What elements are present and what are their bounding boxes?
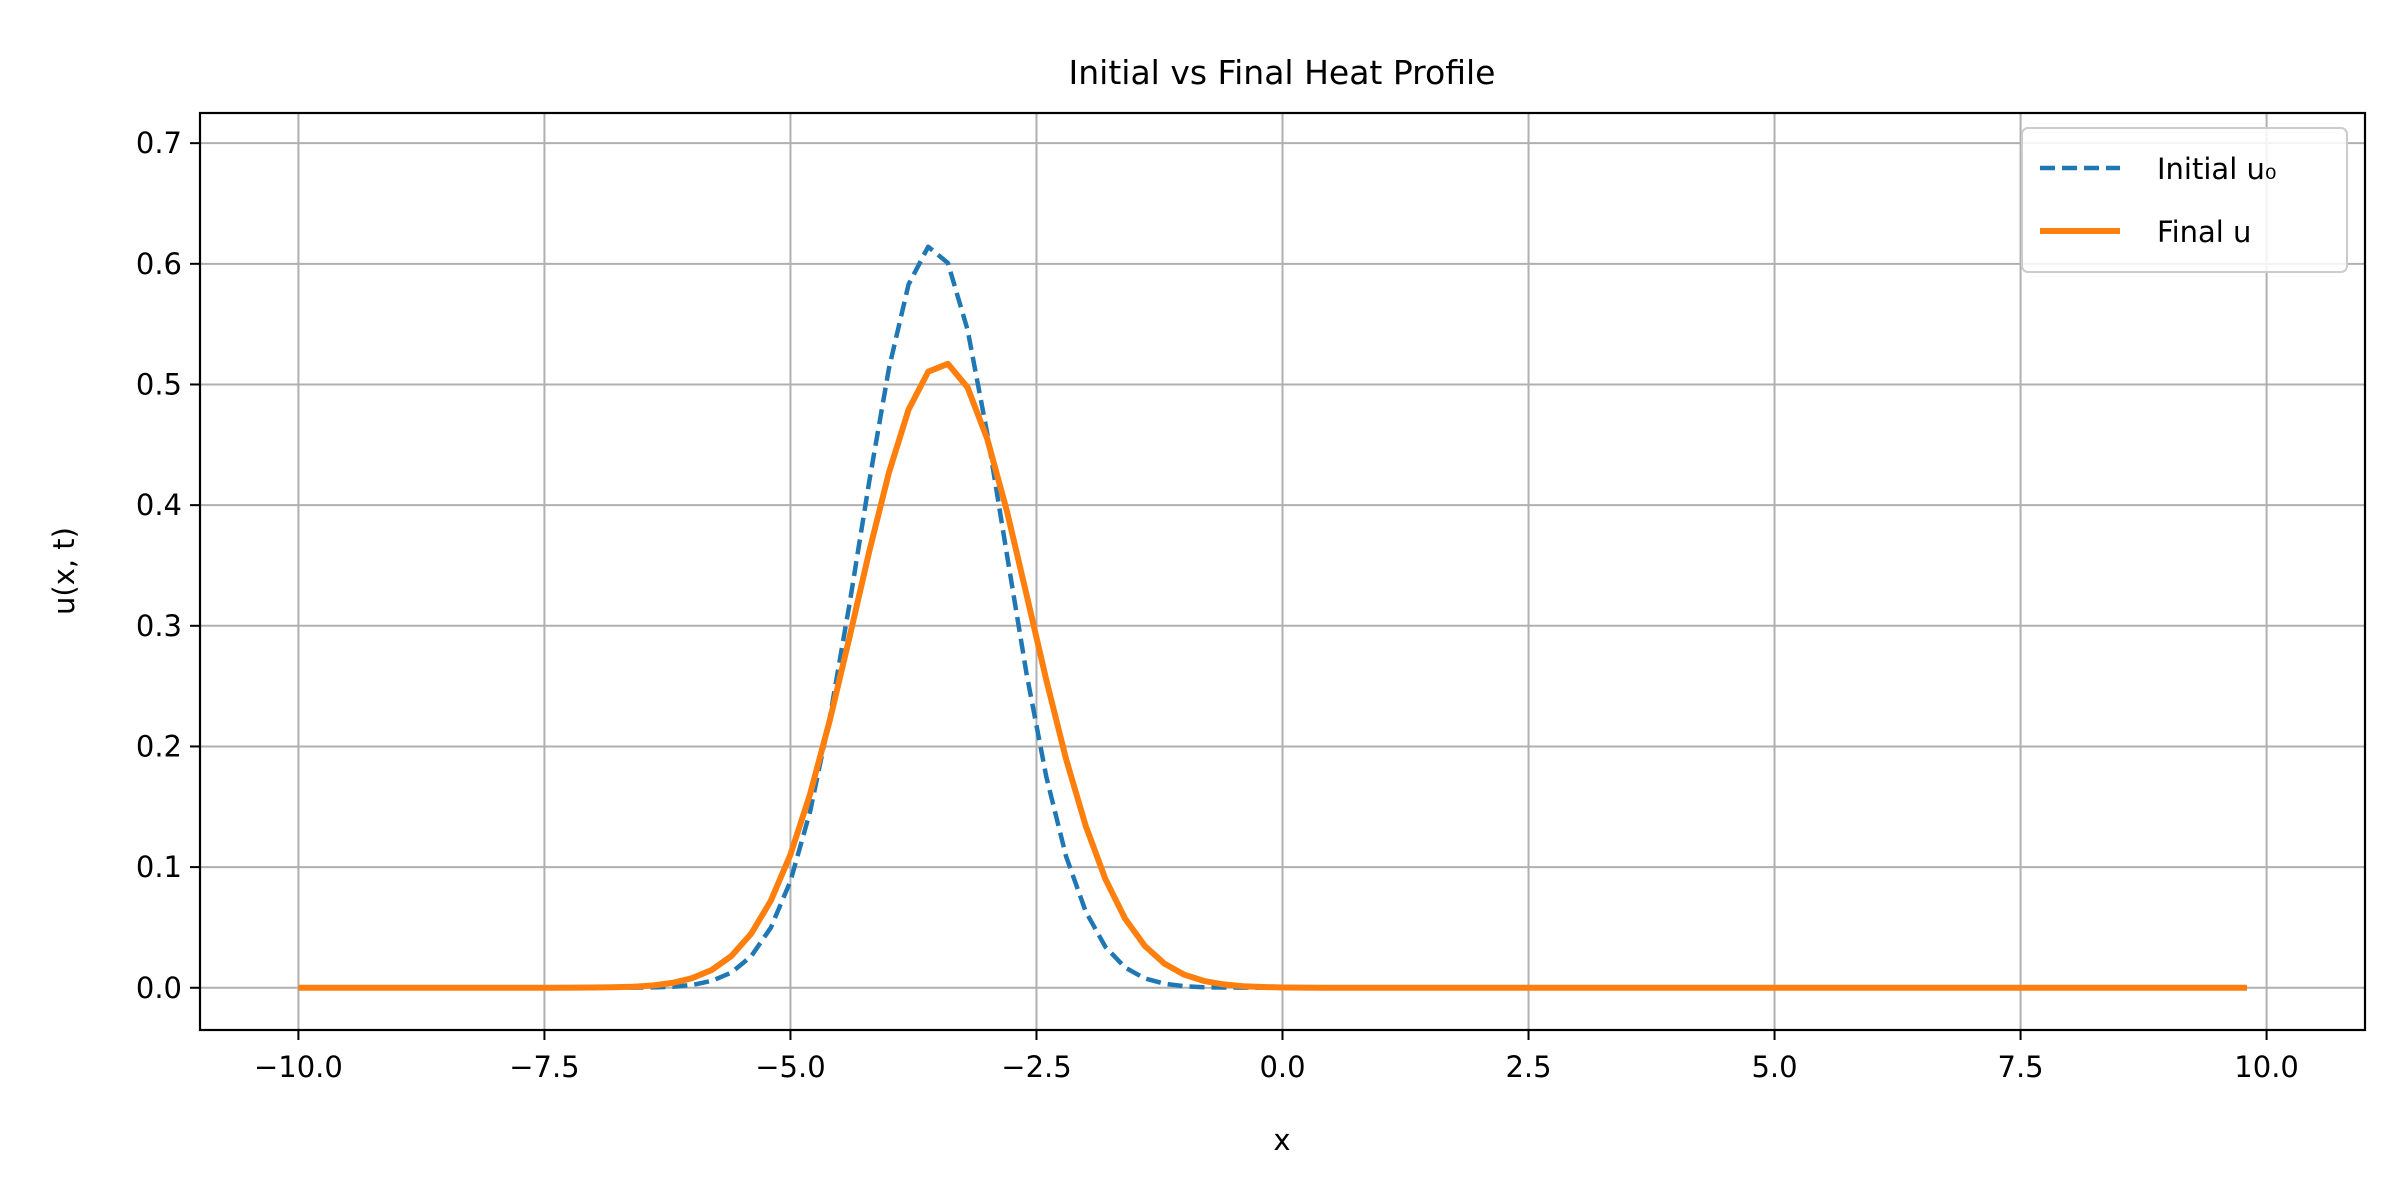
x-tick-label: 10.0 <box>2234 1050 2299 1084</box>
x-axis-label: x <box>1273 1123 1290 1157</box>
legend-box <box>2021 127 2348 273</box>
x-tick-label: 5.0 <box>1751 1050 1797 1084</box>
x-axis-ticks: −10.0 −7.5 −5.0 −2.5 0.0 2.5 5.0 7.5 10.0 <box>254 1030 2299 1084</box>
y-tick-label: 0.0 <box>136 971 182 1005</box>
legend-label-initial: Initial u₀ <box>2157 152 2276 186</box>
x-tick-label: −2.5 <box>1001 1050 1071 1084</box>
y-tick-label: 0.7 <box>136 126 182 160</box>
x-tick-label: 7.5 <box>1998 1050 2044 1084</box>
x-tick-label: 0.0 <box>1259 1050 1305 1084</box>
y-tick-label: 0.5 <box>136 367 182 401</box>
series-layer <box>298 244 2247 991</box>
y-axis-label: u(x, t) <box>47 527 81 615</box>
y-axis-ticks: 0.0 0.1 0.2 0.3 0.4 0.5 0.6 0.7 <box>136 126 200 1005</box>
x-tick-label: −5.0 <box>755 1050 825 1084</box>
y-tick-label: 0.1 <box>136 850 182 884</box>
y-tick-label: 0.4 <box>136 488 182 522</box>
y-tick-label: 0.3 <box>136 609 182 643</box>
y-tick-label: 0.6 <box>136 247 182 281</box>
chart-title: Initial vs Final Heat Profile <box>1069 53 1496 92</box>
x-tick-label: 2.5 <box>1505 1050 1551 1084</box>
series-line-final <box>298 360 2247 991</box>
x-tick-label: −7.5 <box>509 1050 579 1084</box>
y-tick-label: 0.2 <box>136 729 182 763</box>
x-tick-label: −10.0 <box>254 1050 343 1084</box>
legend: Initial u₀ Final u <box>2021 127 2348 273</box>
legend-label-final: Final u <box>2157 215 2251 249</box>
